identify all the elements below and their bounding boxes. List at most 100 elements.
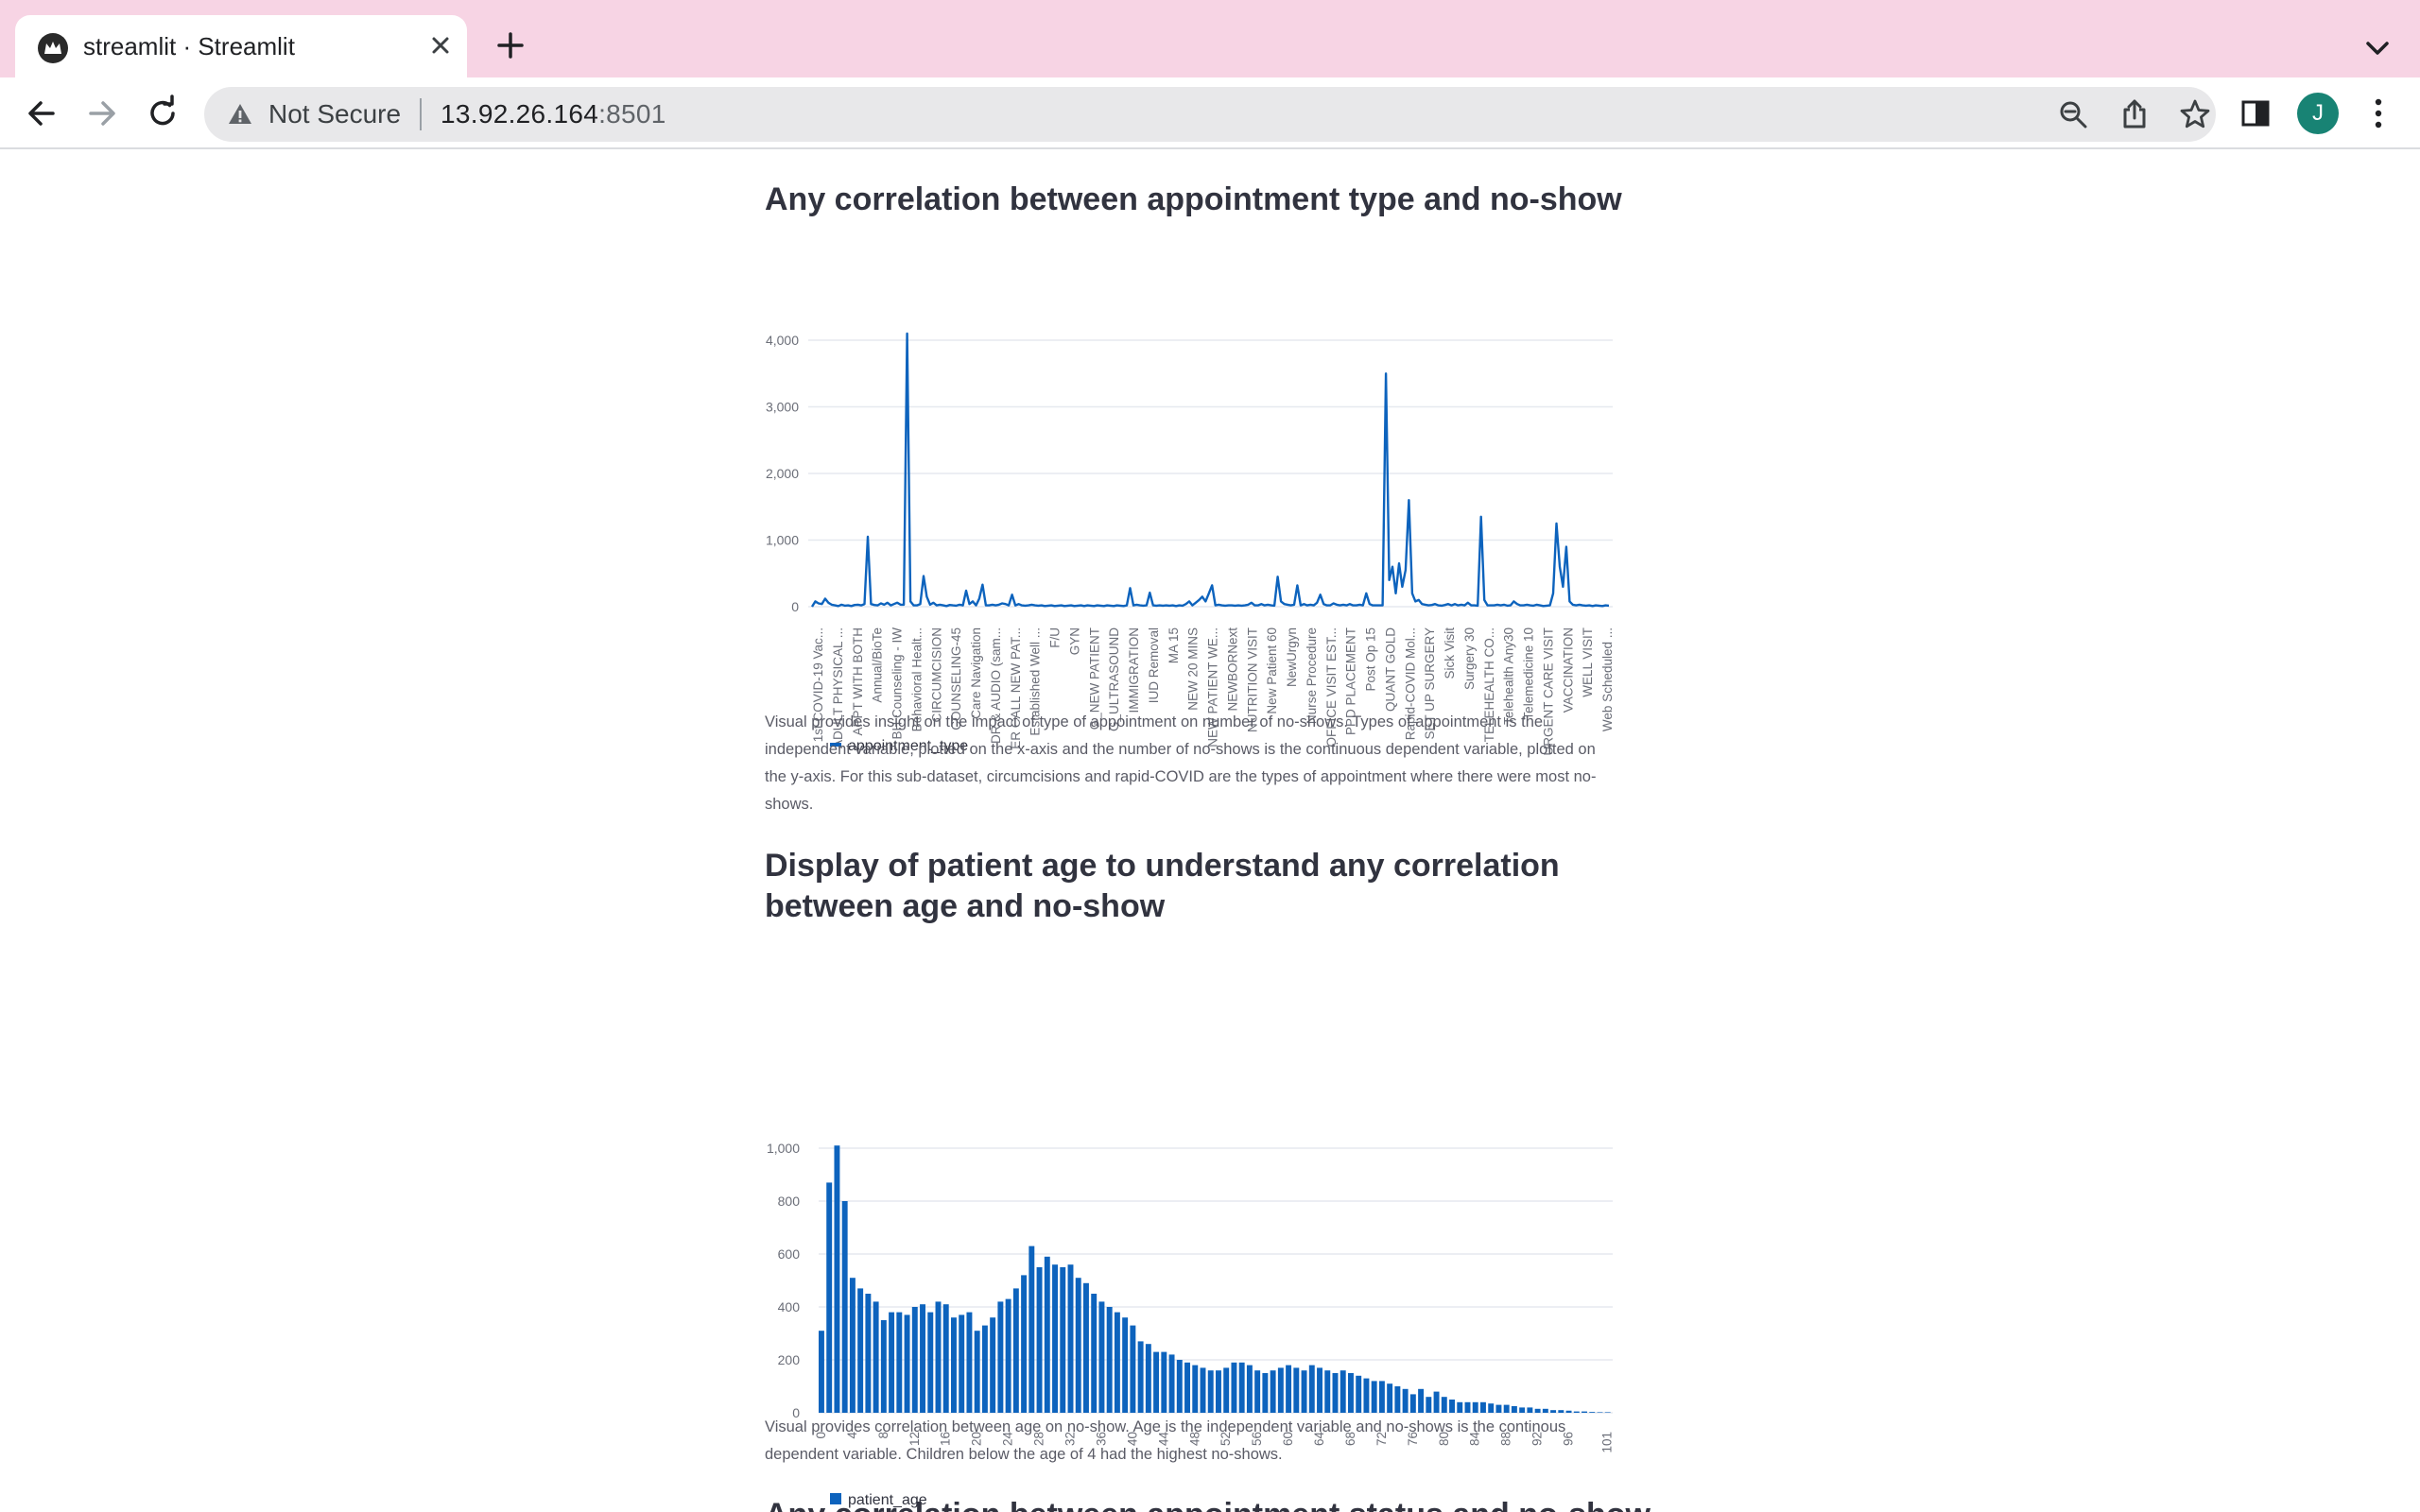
age-bar[interactable]	[1449, 1400, 1455, 1413]
zoom-out-icon[interactable]	[2057, 98, 2089, 130]
age-bar[interactable]	[1130, 1325, 1136, 1413]
age-bar[interactable]	[1589, 1412, 1596, 1413]
age-bar[interactable]	[927, 1312, 934, 1413]
age-bar[interactable]	[1418, 1388, 1425, 1413]
security-label[interactable]: Not Secure	[268, 99, 402, 129]
age-bar[interactable]	[1067, 1264, 1074, 1413]
age-bar[interactable]	[1044, 1256, 1050, 1413]
age-bar[interactable]	[1511, 1406, 1517, 1413]
age-bar[interactable]	[1137, 1341, 1144, 1413]
age-bar[interactable]	[1012, 1288, 1019, 1413]
age-bar[interactable]	[1480, 1401, 1486, 1413]
age-bar[interactable]	[1542, 1408, 1548, 1413]
age-bar[interactable]	[1091, 1294, 1098, 1413]
age-bar[interactable]	[1207, 1370, 1214, 1413]
age-bar[interactable]	[1075, 1278, 1081, 1413]
age-bar[interactable]	[959, 1314, 965, 1413]
series-line[interactable]	[810, 332, 1610, 608]
age-bar[interactable]	[1060, 1267, 1066, 1413]
age-bar[interactable]	[1534, 1408, 1541, 1413]
age-bar[interactable]	[1394, 1386, 1401, 1413]
age-bar[interactable]	[1340, 1370, 1346, 1413]
age-bar[interactable]	[1036, 1267, 1043, 1413]
age-bar[interactable]	[1083, 1282, 1089, 1413]
age-bar[interactable]	[1231, 1362, 1237, 1413]
age-bar[interactable]	[1145, 1344, 1151, 1413]
age-bar[interactable]	[1363, 1378, 1370, 1413]
age-bar[interactable]	[1356, 1375, 1362, 1413]
age-bar[interactable]	[1308, 1365, 1315, 1413]
age-bar[interactable]	[1371, 1381, 1377, 1413]
age-bar[interactable]	[834, 1145, 840, 1413]
age-bar[interactable]	[1262, 1373, 1269, 1413]
age-bar[interactable]	[1409, 1394, 1416, 1413]
age-bar[interactable]	[1192, 1365, 1199, 1413]
age-bar[interactable]	[1457, 1401, 1463, 1413]
age-bar[interactable]	[826, 1182, 833, 1413]
age-bar[interactable]	[911, 1307, 918, 1413]
age-bar[interactable]	[920, 1304, 925, 1413]
age-bar[interactable]	[1153, 1351, 1160, 1413]
profile-avatar[interactable]: J	[2297, 93, 2339, 134]
age-bar[interactable]	[1021, 1275, 1028, 1413]
reload-icon[interactable]	[140, 91, 185, 136]
age-bar[interactable]	[1426, 1397, 1432, 1413]
age-bar[interactable]	[981, 1325, 988, 1413]
age-bar[interactable]	[1402, 1388, 1409, 1413]
age-bar[interactable]	[1433, 1391, 1440, 1413]
age-bar[interactable]	[1114, 1312, 1120, 1413]
age-bar[interactable]	[1550, 1410, 1557, 1413]
age-bar[interactable]	[942, 1304, 949, 1413]
age-bar[interactable]	[819, 1331, 824, 1413]
age-bar[interactable]	[1495, 1404, 1502, 1413]
age-bar[interactable]	[1246, 1365, 1253, 1413]
age-bar[interactable]	[841, 1201, 848, 1413]
age-bar[interactable]	[997, 1301, 1004, 1413]
age-bar[interactable]	[1387, 1383, 1393, 1413]
address-bar[interactable]: Not Secure 13.92.26.164:8501	[204, 87, 2216, 142]
age-bar[interactable]	[1106, 1307, 1113, 1413]
age-bar[interactable]	[1573, 1411, 1580, 1413]
age-bar[interactable]	[1604, 1412, 1611, 1413]
age-bar[interactable]	[1168, 1354, 1175, 1413]
age-bar[interactable]	[880, 1320, 887, 1413]
age-bar[interactable]	[873, 1301, 879, 1413]
age-bar[interactable]	[1597, 1412, 1603, 1413]
age-bar[interactable]	[1519, 1407, 1526, 1413]
age-bar[interactable]	[1184, 1362, 1190, 1413]
age-bar[interactable]	[974, 1331, 980, 1413]
age-bar[interactable]	[1472, 1401, 1478, 1413]
forward-arrow-icon[interactable]	[79, 91, 125, 136]
age-bar[interactable]	[889, 1312, 895, 1413]
age-bar[interactable]	[1277, 1367, 1284, 1413]
age-bar[interactable]	[1176, 1360, 1183, 1413]
age-bar[interactable]	[1464, 1401, 1471, 1413]
appointment-type-chart[interactable]: 4,000 3,000 2,000 1,000 0 1st COVID-19 Vac...…	[756, 265, 1626, 803]
age-bar[interactable]	[1122, 1317, 1129, 1413]
chevron-down-icon[interactable]	[2356, 26, 2399, 70]
age-bar[interactable]	[1161, 1351, 1167, 1413]
age-bar[interactable]	[1488, 1403, 1495, 1413]
age-bar[interactable]	[935, 1301, 942, 1413]
age-bar[interactable]	[1348, 1373, 1354, 1413]
age-bar[interactable]	[951, 1317, 957, 1413]
age-bar[interactable]	[1558, 1410, 1564, 1413]
close-tab-icon[interactable]	[424, 28, 458, 62]
back-arrow-icon[interactable]	[19, 91, 64, 136]
age-bar[interactable]	[1270, 1370, 1276, 1413]
age-bar[interactable]	[865, 1294, 872, 1413]
share-icon[interactable]	[2118, 98, 2151, 130]
age-bar[interactable]	[1332, 1373, 1339, 1413]
age-bar[interactable]	[1582, 1411, 1587, 1413]
age-bar[interactable]	[990, 1317, 996, 1413]
age-bar[interactable]	[1301, 1370, 1307, 1413]
warning-triangle-icon[interactable]	[227, 101, 253, 128]
age-bar[interactable]	[896, 1312, 903, 1413]
new-tab-icon[interactable]	[490, 25, 531, 66]
age-bar[interactable]	[966, 1312, 973, 1413]
age-bar[interactable]	[1216, 1370, 1221, 1413]
age-bar[interactable]	[1254, 1370, 1261, 1413]
bookmark-star-icon[interactable]	[2179, 98, 2211, 130]
age-bar[interactable]	[1317, 1367, 1322, 1413]
